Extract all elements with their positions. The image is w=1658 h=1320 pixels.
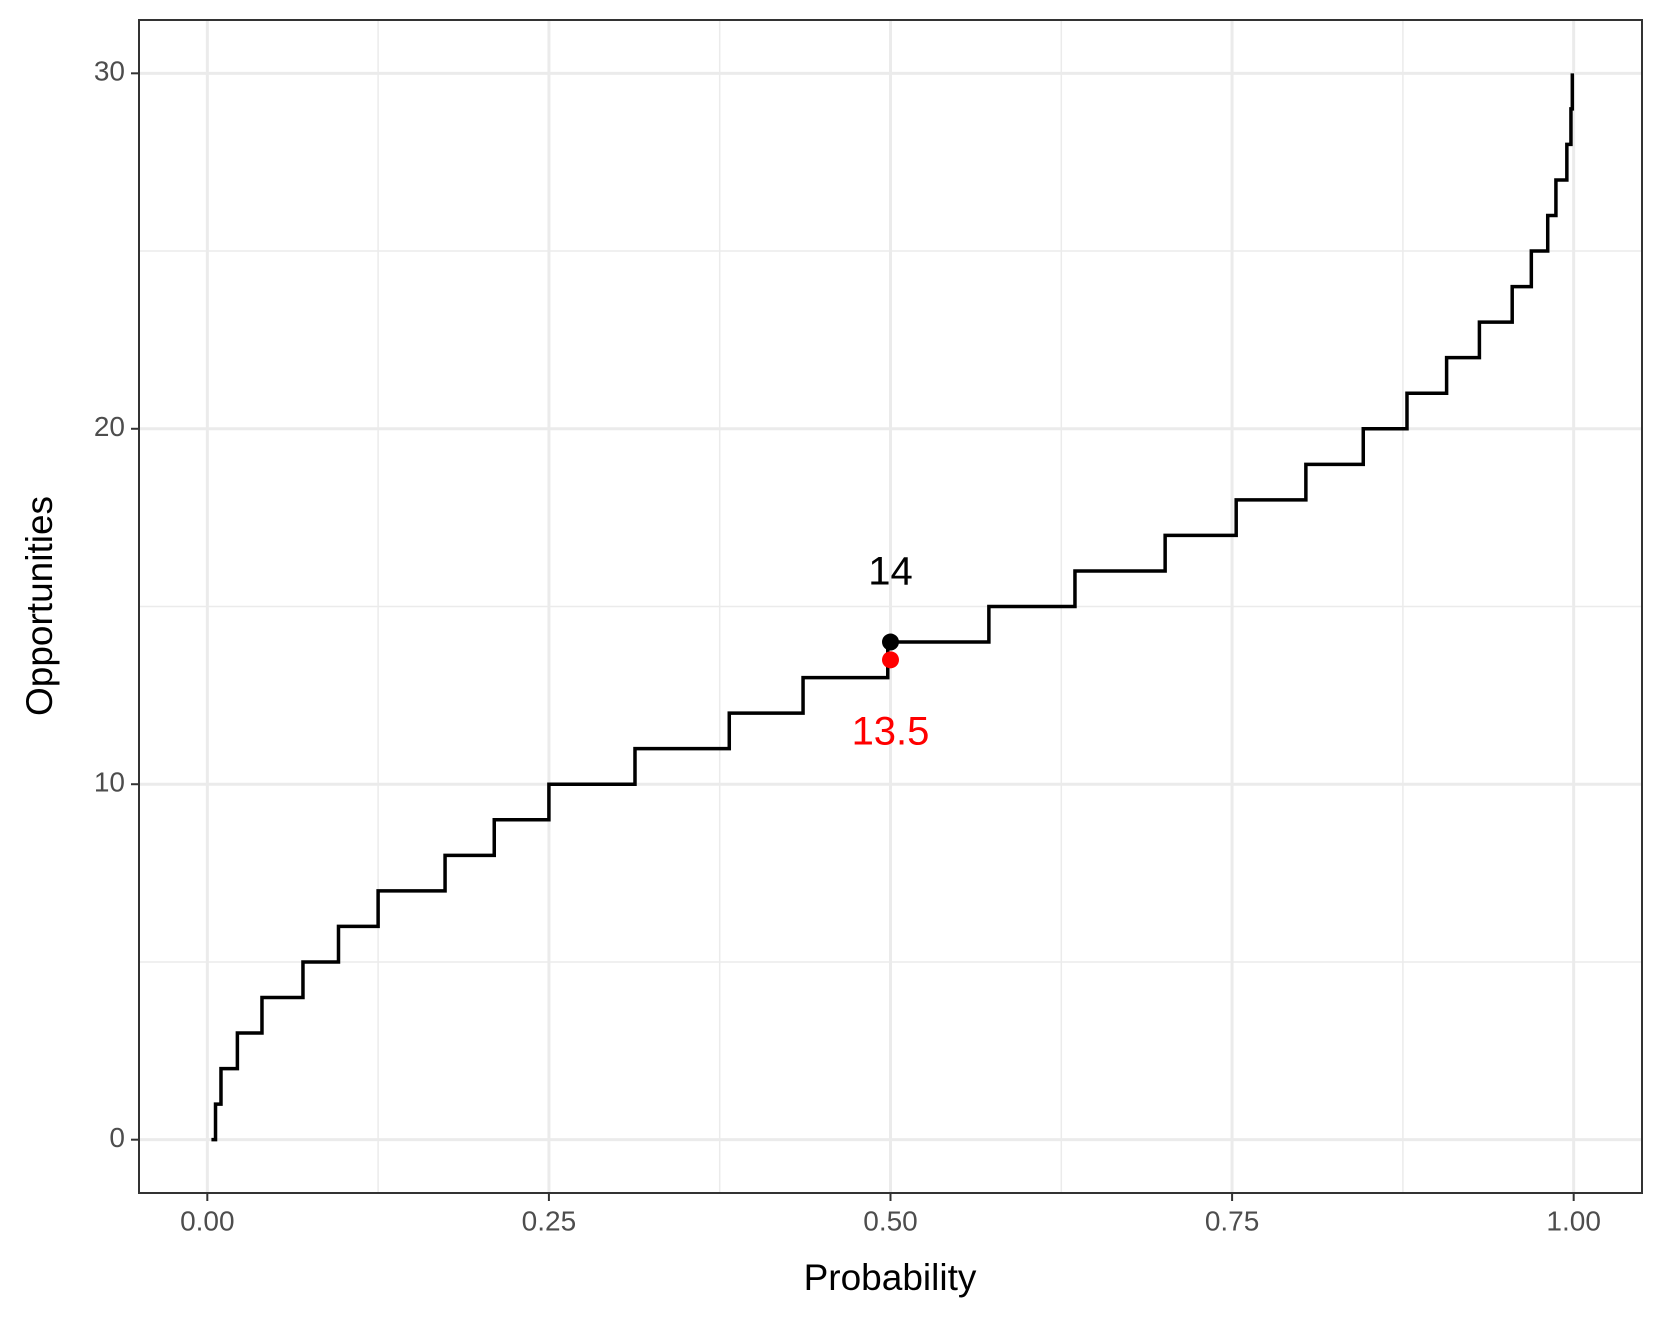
y-tick-label: 0 (109, 1122, 125, 1153)
y-tick-label: 10 (94, 767, 125, 798)
point (882, 633, 899, 651)
y-tick-label: 20 (94, 411, 125, 442)
y-tick-label: 30 (94, 56, 125, 87)
y-axis-title: Opportunities (19, 496, 60, 716)
point-label: 13.5 (852, 709, 930, 753)
x-tick-label: 0.25 (522, 1205, 577, 1236)
x-tick-label: 0.00 (180, 1205, 235, 1236)
x-tick-label: 1.00 (1546, 1205, 1601, 1236)
point-label: 14 (868, 550, 913, 594)
plot-area: 14 13.5 (211, 73, 1575, 1142)
x-tick-label: 0.50 (863, 1205, 918, 1236)
x-axis-title: Probability (804, 1257, 977, 1298)
grid (139, 20, 1642, 1193)
step-line (211, 73, 1575, 1142)
point (882, 651, 899, 669)
x-tick-label: 0.75 (1205, 1205, 1260, 1236)
